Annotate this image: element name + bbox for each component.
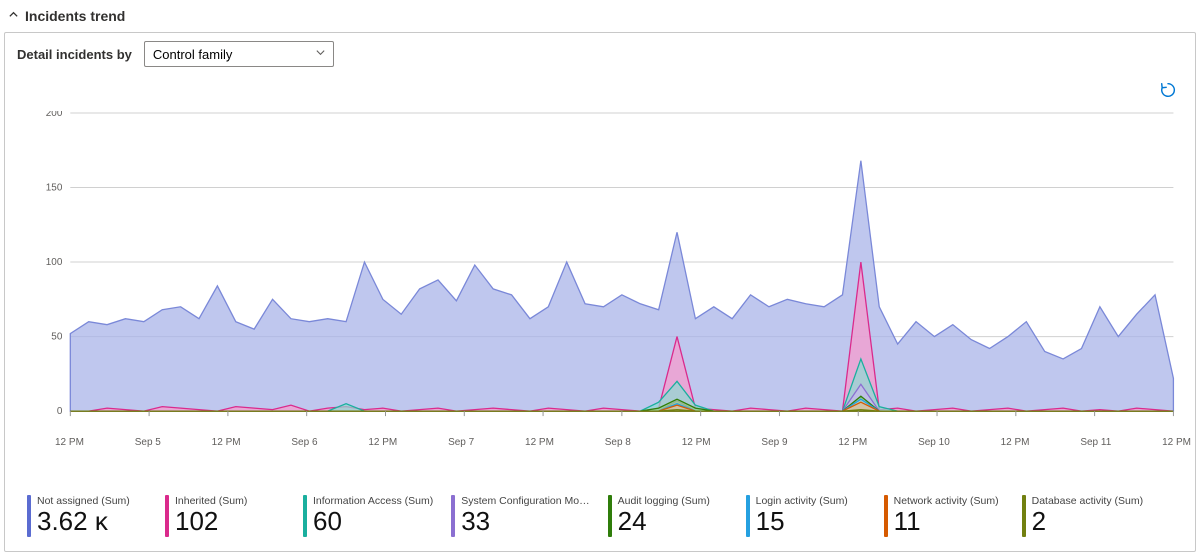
x-tick-label: 12 PM (525, 437, 554, 448)
x-tick-label: 12 PM (838, 437, 867, 448)
section-title: Incidents trend (25, 8, 125, 24)
x-tick-label: 12 PM (368, 437, 397, 448)
legend-value: 33 (461, 507, 589, 536)
x-tick-label: 12 PM (682, 437, 711, 448)
detail-by-label: Detail incidents by (17, 47, 132, 62)
svg-text:0: 0 (57, 406, 63, 417)
legend-color-bar (165, 495, 169, 537)
legend-stat[interactable]: System Configuration Mo…33 (451, 495, 589, 537)
legend-stat[interactable]: Database activity (Sum)2 (1022, 495, 1143, 537)
svg-text:100: 100 (46, 257, 63, 268)
legend-value: 102 (175, 507, 247, 536)
x-tick-label: Sep 11 (1080, 437, 1111, 448)
x-tick-label: 12 PM (1001, 437, 1030, 448)
detail-by-select[interactable]: Control family (144, 41, 334, 67)
x-tick-label: 12 PM (55, 437, 84, 448)
incidents-trend-panel: Detail incidents by Control family 0 50 10… (4, 32, 1196, 552)
legend-value: 60 (313, 507, 433, 536)
svg-text:200: 200 (46, 111, 63, 119)
incidents-chart: 0 50 100 150 200 (17, 111, 1183, 431)
legend-color-bar (451, 495, 455, 537)
legend-value: 3.62 ᴋ (37, 507, 130, 536)
x-tick-label: 12 PM (212, 437, 241, 448)
reset-icon[interactable] (1159, 81, 1177, 102)
legend-stat[interactable]: Information Access (Sum)60 (303, 495, 433, 537)
legend-color-bar (884, 495, 888, 537)
x-tick-label: 12 PM (1162, 437, 1191, 448)
legend-value: 15 (756, 507, 848, 536)
legend-color-bar (746, 495, 750, 537)
x-tick-label: Sep 5 (135, 437, 161, 448)
legend-stat[interactable]: Login activity (Sum)15 (746, 495, 866, 537)
chart-x-axis: 12 PM Sep 5 12 PM Sep 6 12 PM Sep 7 12 PM Sep 8… (55, 437, 1191, 448)
legend-label: Database activity (Sum) (1032, 496, 1143, 508)
legend-value: 2 (1032, 507, 1143, 536)
x-tick-label: Sep 9 (761, 437, 787, 448)
legend-stat[interactable]: Not assigned (Sum)3.62 ᴋ (27, 495, 147, 537)
legend-stat[interactable]: Network activity (Sum)11 (884, 495, 1004, 537)
legend-color-bar (1022, 495, 1026, 537)
x-tick-label: Sep 8 (605, 437, 631, 448)
legend-stat[interactable]: Inherited (Sum)102 (165, 495, 285, 537)
legend-color-bar (27, 495, 31, 537)
legend-color-bar (608, 495, 612, 537)
legend-value: 24 (618, 507, 710, 536)
svg-text:50: 50 (51, 332, 63, 343)
legend-stat[interactable]: Audit logging (Sum)24 (608, 495, 728, 537)
x-tick-label: Sep 10 (918, 437, 950, 448)
collapse-toggle-icon[interactable] (8, 9, 19, 23)
legend-value: 11 (894, 507, 999, 536)
legend-stats-row: Not assigned (Sum)3.62 ᴋ Inherited (Sum)1… (27, 495, 1183, 537)
x-tick-label: Sep 6 (291, 437, 317, 448)
x-tick-label: Sep 7 (448, 437, 474, 448)
svg-text:150: 150 (46, 183, 63, 194)
legend-color-bar (303, 495, 307, 537)
